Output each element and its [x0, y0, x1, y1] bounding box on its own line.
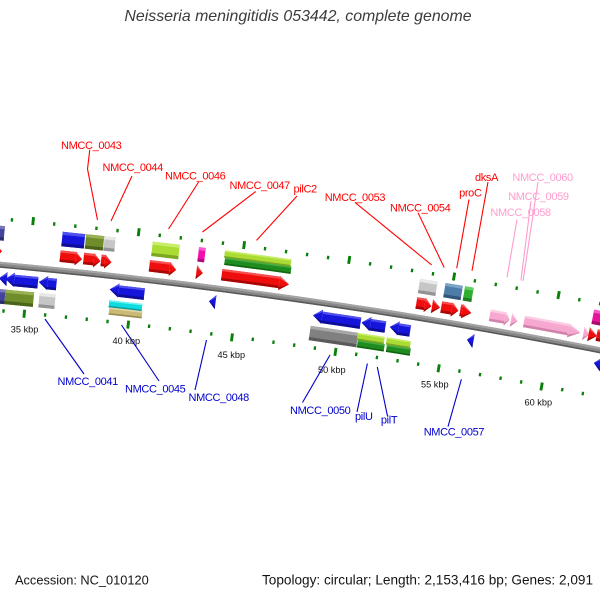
svg-text:dksA: dksA [475, 172, 499, 184]
svg-text:NMCC_0041: NMCC_0041 [58, 376, 119, 388]
svg-text:55 kbp: 55 kbp [421, 380, 449, 390]
svg-text:40 kbp: 40 kbp [113, 336, 141, 346]
svg-text:pilC2: pilC2 [294, 184, 318, 196]
svg-text:60 kbp: 60 kbp [525, 397, 553, 407]
svg-text:NMCC_0050: NMCC_0050 [290, 405, 351, 417]
svg-text:NMCC_0057: NMCC_0057 [424, 427, 485, 439]
svg-text:NMCC_0043: NMCC_0043 [61, 140, 122, 152]
svg-text:Topology: circular; Length: 2,: Topology: circular; Length: 2,153,416 bp… [262, 573, 593, 588]
svg-text:NMCC_0044: NMCC_0044 [103, 162, 164, 174]
svg-text:pilU: pilU [355, 411, 373, 423]
svg-text:NMCC_0053: NMCC_0053 [325, 192, 386, 204]
svg-text:NMCC_0047: NMCC_0047 [230, 180, 291, 192]
svg-text:Neisseria meningitidis 053442,: Neisseria meningitidis 053442, complete … [124, 8, 471, 25]
svg-text:50 kbp: 50 kbp [318, 365, 346, 375]
svg-text:Accession: NC_010120: Accession: NC_010120 [15, 573, 149, 588]
svg-text:NMCC_0045: NMCC_0045 [125, 383, 186, 395]
svg-text:NMCC_0054: NMCC_0054 [390, 203, 451, 215]
svg-text:35 kbp: 35 kbp [11, 325, 39, 335]
svg-text:NMCC_0058: NMCC_0058 [490, 207, 551, 219]
svg-text:proC: proC [459, 187, 482, 199]
svg-text:NMCC_0059: NMCC_0059 [508, 191, 569, 203]
svg-text:45 kbp: 45 kbp [218, 350, 246, 360]
svg-text:NMCC_0048: NMCC_0048 [189, 392, 250, 404]
svg-text:NMCC_0046: NMCC_0046 [165, 171, 226, 183]
svg-text:pilT: pilT [381, 414, 398, 426]
svg-text:NMCC_0060: NMCC_0060 [512, 172, 573, 184]
